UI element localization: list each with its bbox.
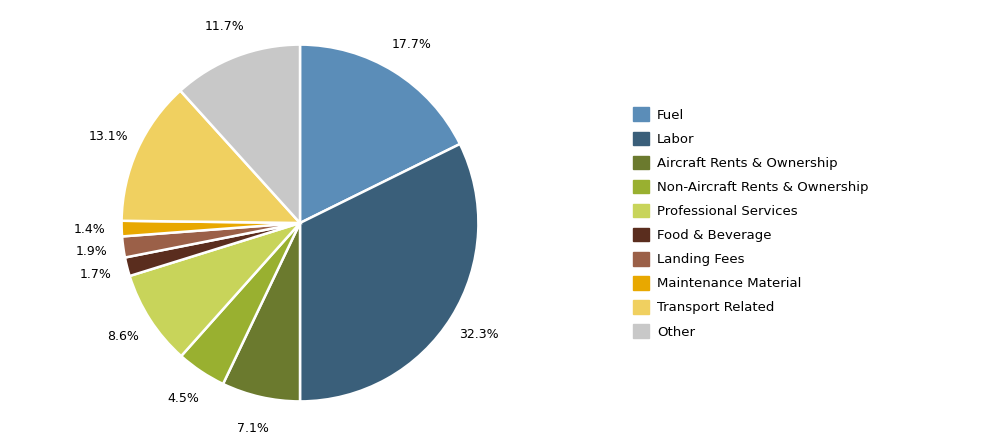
Wedge shape: [300, 45, 460, 223]
Text: 1.9%: 1.9%: [76, 245, 107, 258]
Text: 32.3%: 32.3%: [459, 328, 499, 341]
Text: 11.7%: 11.7%: [204, 20, 244, 33]
Wedge shape: [223, 223, 300, 401]
Wedge shape: [130, 223, 300, 356]
Wedge shape: [122, 223, 300, 257]
Text: 4.5%: 4.5%: [167, 392, 199, 405]
Wedge shape: [300, 144, 478, 401]
Text: 7.1%: 7.1%: [237, 422, 269, 435]
Text: 8.6%: 8.6%: [107, 330, 139, 343]
Wedge shape: [125, 223, 300, 276]
Wedge shape: [122, 221, 300, 236]
Wedge shape: [181, 223, 300, 384]
Legend: Fuel, Labor, Aircraft Rents & Ownership, Non-Aircraft Rents & Ownership, Profess: Fuel, Labor, Aircraft Rents & Ownership,…: [627, 101, 875, 345]
Wedge shape: [122, 91, 300, 223]
Wedge shape: [180, 45, 300, 223]
Text: 1.4%: 1.4%: [74, 223, 105, 236]
Text: 1.7%: 1.7%: [80, 268, 112, 281]
Text: 17.7%: 17.7%: [391, 38, 431, 51]
Text: 13.1%: 13.1%: [88, 130, 128, 143]
